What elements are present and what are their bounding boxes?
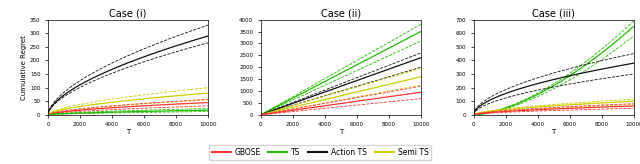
X-axis label: T: T [126, 129, 130, 135]
Title: Case (ii): Case (ii) [321, 9, 361, 19]
Title: Case (i): Case (i) [109, 9, 147, 19]
Legend: GBOSE, TS, Action TS, Semi TS: GBOSE, TS, Action TS, Semi TS [209, 145, 431, 160]
X-axis label: T: T [339, 129, 343, 135]
Y-axis label: Cumulative Regret: Cumulative Regret [21, 35, 27, 100]
Title: Case (iii): Case (iii) [532, 9, 575, 19]
X-axis label: T: T [552, 129, 556, 135]
